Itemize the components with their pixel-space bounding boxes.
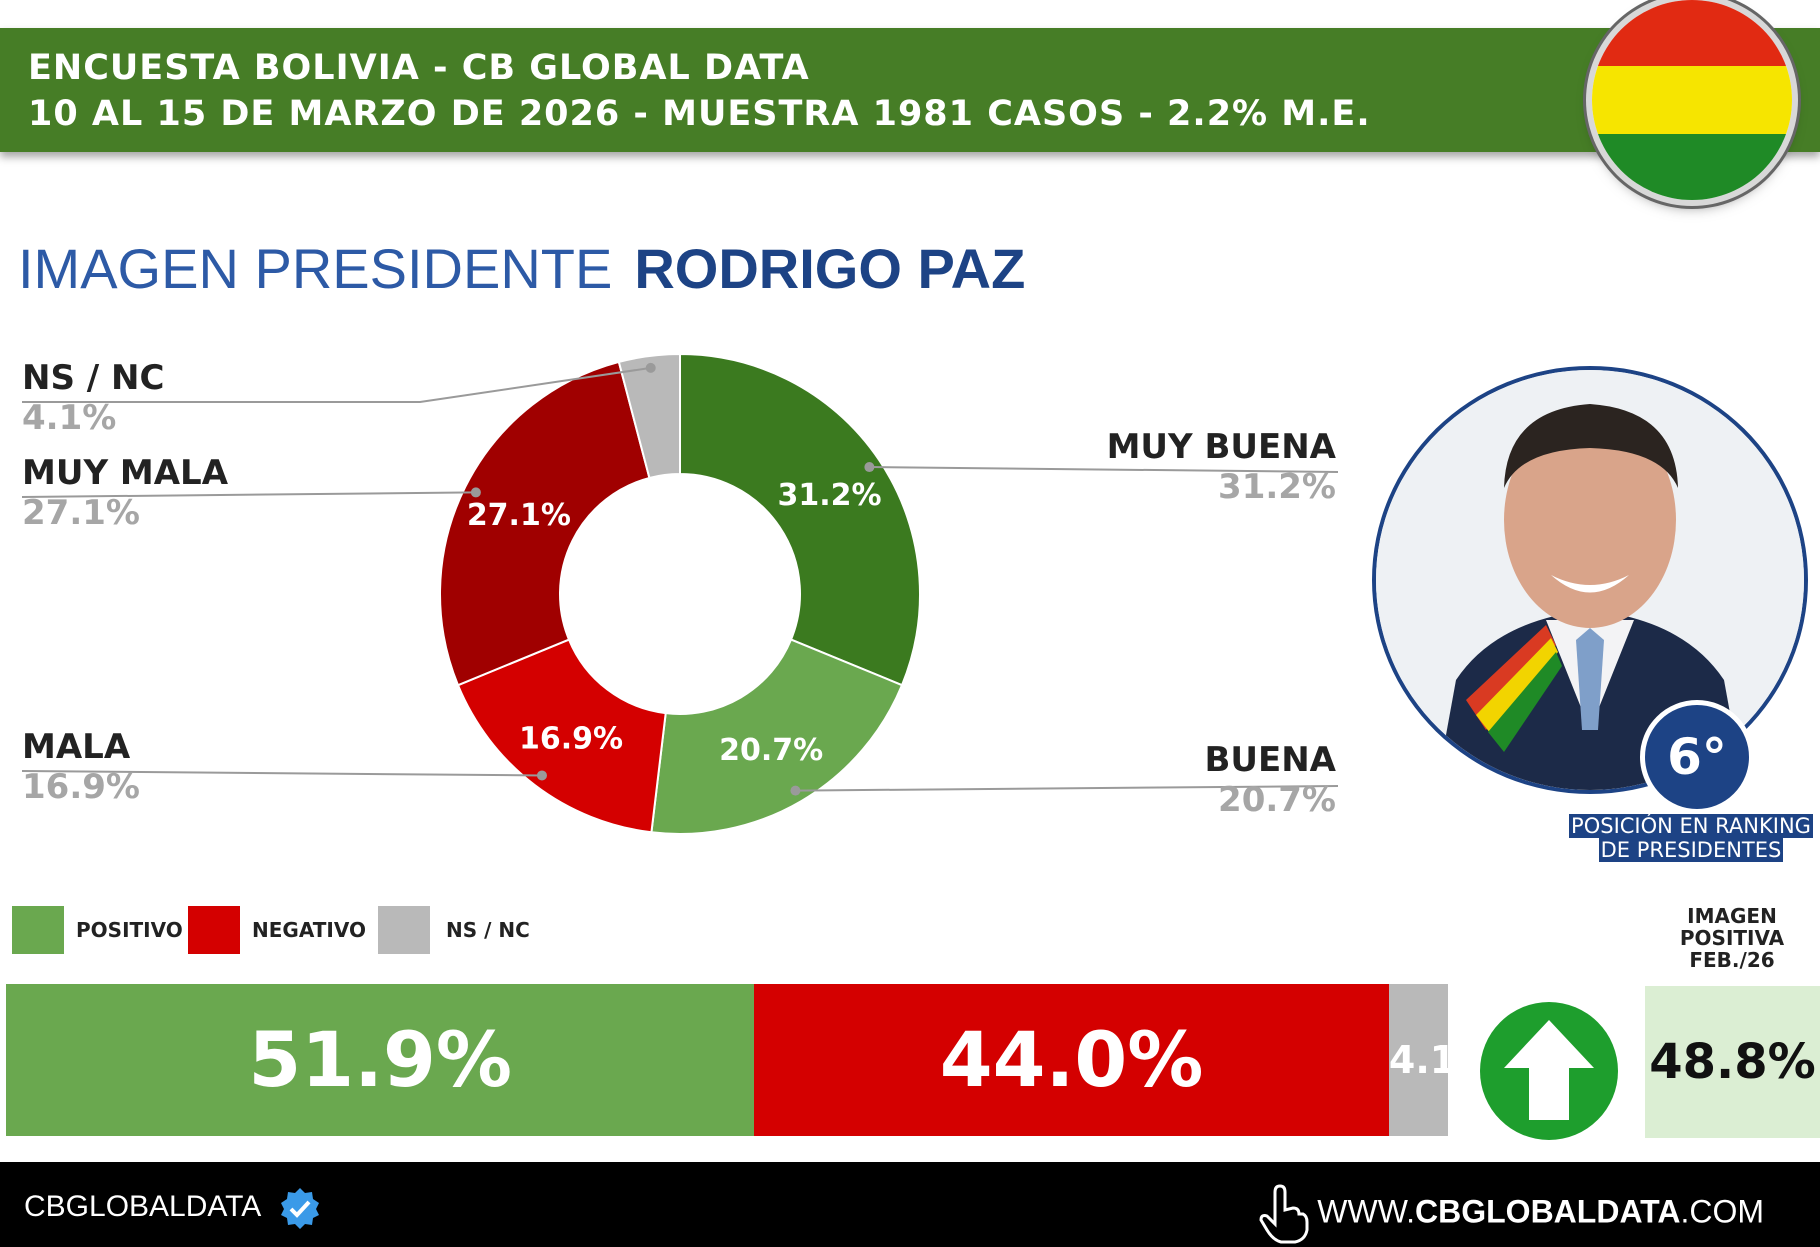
bolivia-flag-icon	[1592, 0, 1792, 200]
leader-dot-muy-buena	[864, 462, 875, 473]
donut-slice-mala	[456, 638, 667, 834]
label-ns-nc: NS / NC 4.1%	[22, 358, 164, 438]
bar-label-positivo: 51.9%	[248, 1015, 513, 1104]
bar-label-ns-nc: 4.1%	[1388, 1038, 1448, 1082]
title-prefix: IMAGEN PRESIDENTE	[18, 237, 613, 300]
trend-up-icon	[1480, 1002, 1618, 1140]
donut-slice-muy-buena	[679, 352, 921, 687]
survey-title: ENCUESTA BOLIVIA - CB GLOBAL DATA	[28, 48, 810, 88]
url-bold: CBGLOBALDATA	[1415, 1193, 1681, 1230]
legend-label-ns-nc: NS / NC	[446, 918, 530, 942]
legend-swatch-ns-nc	[378, 906, 430, 954]
bar-segment-ns-nc: 4.1%	[1388, 984, 1448, 1136]
previous-heading-line2: POSITIVA	[1679, 926, 1785, 950]
bar-label-negativo: 44.0%	[939, 1015, 1204, 1104]
previous-heading-line3: FEB./26	[1689, 948, 1775, 972]
leader-dot-muy-mala	[470, 487, 481, 498]
legend-label-positivo: POSITIVO	[76, 918, 183, 942]
donut-label-muy-mala: 27.1%	[467, 498, 571, 533]
mala-value: 16.9%	[22, 767, 140, 807]
previous-heading: IMAGEN POSITIVA FEB./26	[1650, 905, 1814, 971]
label-buena: BUENA 20.7%	[1204, 740, 1336, 820]
header-banner: ENCUESTA BOLIVIA - CB GLOBAL DATA 10 AL …	[0, 28, 1820, 152]
ranking-caption-line2: DE PRESIDENTES	[1598, 838, 1784, 862]
survey-details: 10 AL 15 DE MARZO DE 2026 - MUESTRA 1981…	[28, 94, 1371, 134]
ns-nc-value: 4.1%	[22, 398, 117, 438]
label-muy-buena: MUY BUENA 31.2%	[1107, 427, 1336, 507]
mala-name: MALA	[22, 727, 131, 767]
bar-segment-negativo: 44.0%	[754, 984, 1389, 1136]
verified-badge-icon	[280, 1188, 319, 1229]
donut-label-mala: 16.9%	[519, 721, 623, 756]
legend-swatch-negativo	[188, 906, 240, 954]
ranking-caption-line1: POSICIÓN EN RANKING	[1569, 814, 1813, 838]
title-name: RODRIGO PAZ	[634, 237, 1026, 300]
donut-label-muy-buena: 31.2%	[777, 478, 881, 513]
footer: CBGLOBALDATA WWW.CBGLOBALDATA.COM	[0, 1162, 1820, 1247]
footer-brand-text: CBGLOBALDATA	[24, 1189, 260, 1223]
footer-brand: CBGLOBALDATA	[24, 1186, 322, 1230]
donut-slice-buena	[650, 638, 904, 835]
muy-buena-value: 31.2%	[1218, 467, 1336, 507]
label-muy-mala: MUY MALA 27.1%	[22, 453, 228, 533]
page-title: IMAGEN PRESIDENTE RODRIGO PAZ	[18, 236, 1025, 301]
ns-nc-name: NS / NC	[22, 358, 165, 398]
leader-dot-buena	[790, 785, 801, 796]
url-prefix: WWW.	[1317, 1193, 1416, 1230]
ranking-badge: 6°	[1640, 700, 1754, 814]
previous-value: 48.8%	[1645, 986, 1820, 1138]
donut-slice-ns-nc	[617, 352, 681, 480]
hand-pointer-icon	[1259, 1184, 1309, 1244]
muy-mala-name: MUY MALA	[22, 453, 229, 493]
donut-slice-muy-mala	[439, 360, 651, 687]
leader-dot-mala	[536, 770, 547, 781]
legend-label-negativo: NEGATIVO	[252, 918, 366, 942]
muy-mala-value: 27.1%	[22, 493, 140, 533]
ranking-caption: POSICIÓN EN RANKING DE PRESIDENTES	[1562, 814, 1820, 862]
label-mala: MALA 16.9%	[22, 727, 140, 807]
buena-value: 20.7%	[1218, 780, 1336, 820]
donut-label-buena: 20.7%	[719, 733, 823, 768]
muy-buena-name: MUY BUENA	[1106, 427, 1336, 467]
url-suffix: .COM	[1680, 1193, 1764, 1230]
buena-name: BUENA	[1204, 740, 1336, 780]
footer-website-link[interactable]: WWW.CBGLOBALDATA.COM	[1257, 1184, 1764, 1244]
bar-segment-positivo: 51.9%	[6, 984, 755, 1136]
legend-swatch-positivo	[12, 906, 64, 954]
leader-dot-ns-nc	[645, 362, 656, 373]
previous-heading-line1: IMAGEN	[1687, 904, 1777, 928]
